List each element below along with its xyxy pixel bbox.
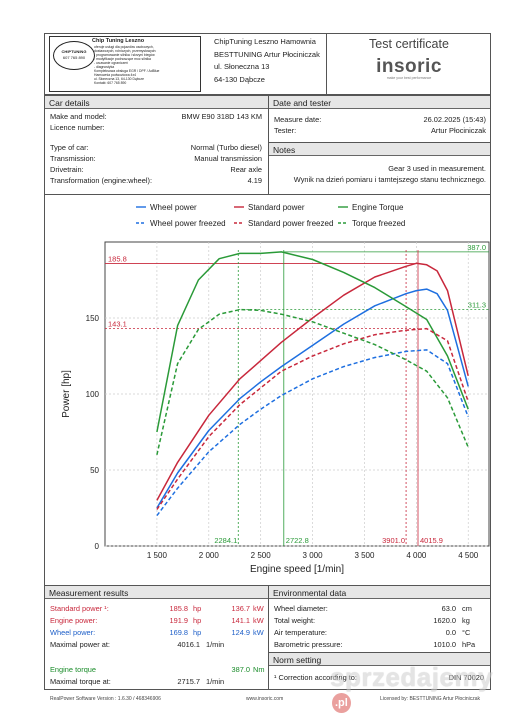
company-address: ChipTuning Leszno Hamownia BESTTUNING Ar… [214, 37, 320, 84]
logo-line: oferuje usługi dla pojazdów osobowych, [94, 45, 154, 49]
brand-name: insoric [376, 56, 442, 77]
logo-title: Chip Tuning Leszno [92, 38, 145, 44]
reference-label: 143.1 [108, 319, 127, 328]
header-divider [326, 33, 327, 95]
series-line-wheel-power [156, 288, 469, 509]
logo-line: - modyfikacje podnoszące moc silnika [94, 57, 151, 61]
logo-line: - usuwanie ograniczeń [94, 61, 128, 65]
legend-label: Wheel power [150, 203, 197, 212]
watermark-text: sprzedajemy [330, 662, 494, 692]
legend-label: Wheel power freezed [150, 219, 226, 228]
series-line-standard-power [156, 262, 469, 501]
logo-line: dostawczych, rolniczych, przemysłowych: [94, 49, 157, 53]
environmental-row: Air temperature: 0.0 °C [274, 628, 471, 637]
dyno-chart: 1 500 2 000 2 500 3 000 3 500 4 000 4 500 0 50 10… [61, 203, 490, 575]
measurement-row: Standard power ¹: 185.8 hp 136.7 kW [50, 604, 264, 613]
series-line-wheel-power-freezed [156, 349, 469, 517]
series-line-engine-torque [156, 251, 469, 433]
environmental-row: Wheel diameter: 63.0 cm [274, 604, 472, 613]
environmental-header: Environmental data [269, 586, 490, 599]
logo-line: Kompleksowa obsługa EGR / DPF / AdBlue [94, 69, 160, 73]
measurement-results-rows: Standard power ¹: 185.8 hp 136.7 kW Engine po… [50, 603, 264, 639]
reference-label: 311.3 [468, 300, 486, 309]
y-tick-label: 50 [90, 466, 99, 475]
brand-tagline: make your best performance [386, 76, 432, 80]
logo-line: Hamownia podwoziowa 4x4 [94, 73, 137, 77]
norm-header: Norm setting [269, 653, 490, 666]
date-tester-header: Date and tester [269, 96, 490, 109]
y-tick-label: 0 [95, 542, 100, 551]
x-tick-label: 4 000 [406, 551, 427, 560]
legend-label: Torque freezed [352, 219, 405, 228]
car-details-values: BMW E90 318D 143 KM Normal (Turbo diesel… [181, 112, 262, 185]
date-tester-labels: Measure date: Tester: [274, 115, 322, 135]
logo-line: ul. Słoneczna 13, 64-130 Dąbcze [94, 77, 144, 81]
watermark-badge: .pl [332, 693, 351, 713]
series-line-torque-freezed [156, 308, 469, 455]
brand-logo: insoric make your best performance [327, 56, 491, 80]
x-tick-label: 2 500 [251, 551, 272, 560]
certificate-title: Test certificate [369, 37, 449, 51]
y-axis-label: Power [hp] [61, 370, 72, 418]
environmental-row: Barometric pressure: 1010.0 hPa [274, 640, 476, 649]
car-details-header: Car details [45, 96, 268, 109]
footer-website: www.insoric.com [246, 696, 284, 702]
environmental-rows: Wheel diameter: 63.0 cm Total weight: 1620.0… [274, 603, 486, 651]
environmental-row: Total weight: 1620.0 kg [274, 616, 470, 625]
logo-text: oferuje usługi dla pojazdów osobowych, do… [94, 45, 200, 85]
rpm-label: 4015.9 [420, 536, 443, 545]
engine-torque-row: Engine torque 387.0 Nm [50, 665, 265, 674]
rpm-label: 3901.0 [382, 536, 405, 545]
measurement-row: Engine power: 191.9 hp 141.1 kW [50, 616, 264, 625]
notes-header: Notes [269, 143, 490, 156]
x-axis-label: Engine speed [1/min] [250, 564, 344, 575]
max-power-row: Maximal power at: 4016.1 1/min [50, 640, 225, 649]
footer-license: Licensed by: BESTTUNING Artur Płocinicza… [380, 696, 481, 702]
y-tick-label: 150 [86, 314, 100, 323]
x-tick-label: 2 000 [199, 551, 220, 560]
measurement-row: Wheel power: 169.8 hp 124.9 kW [50, 628, 264, 637]
logo-line: Kontakt: 607 765 890 [94, 81, 127, 85]
norm-row: ¹ Correction according to: DIN 70020 [274, 673, 484, 682]
legend-label: Standard power [248, 203, 305, 212]
logo-box: CHIPTUNING 607 765 890 Chip Tuning Leszn… [49, 36, 201, 92]
measurement-results-header: Measurement results [45, 586, 268, 599]
watermark: sprzedajemy .pl [330, 662, 513, 713]
legend-label: Standard power freezed [248, 219, 333, 228]
max-torque-row: Maximal torque at: 2715.7 1/min [50, 677, 225, 686]
logo-stamp: CHIPTUNING 607 765 890 [53, 41, 95, 70]
reference-label: 387.0 [467, 243, 486, 252]
footer-version: RealPower Software Version : 1.6.30 / 46… [50, 696, 161, 702]
x-tick-label: 1 500 [147, 551, 168, 560]
x-tick-label: 3 500 [354, 551, 375, 560]
norm-box [268, 652, 491, 690]
legend-label: Engine Torque [352, 203, 404, 212]
y-tick-label: 100 [86, 390, 100, 399]
logo-line: - programowanie silnika i skrzyni biegów [94, 53, 155, 57]
date-tester-values: 26.02.2025 (15:43) Artur Płociniczak [423, 115, 486, 135]
x-tick-label: 4 500 [458, 551, 479, 560]
header-box [44, 33, 491, 95]
series-line-standard-power-freezed [156, 327, 469, 510]
rpm-label: 2284.1 [214, 536, 237, 545]
rpm-label: 2722.8 [286, 536, 309, 545]
car-details-labels: Make and model: Licence number: Type of … [50, 112, 153, 185]
reference-label: 185.8 [108, 255, 127, 264]
logo-line: - diagnostyka [94, 65, 115, 69]
x-tick-label: 3 000 [303, 551, 324, 560]
notes-text: Gear 3 used in measurement. Wynik na dzi… [293, 164, 486, 184]
